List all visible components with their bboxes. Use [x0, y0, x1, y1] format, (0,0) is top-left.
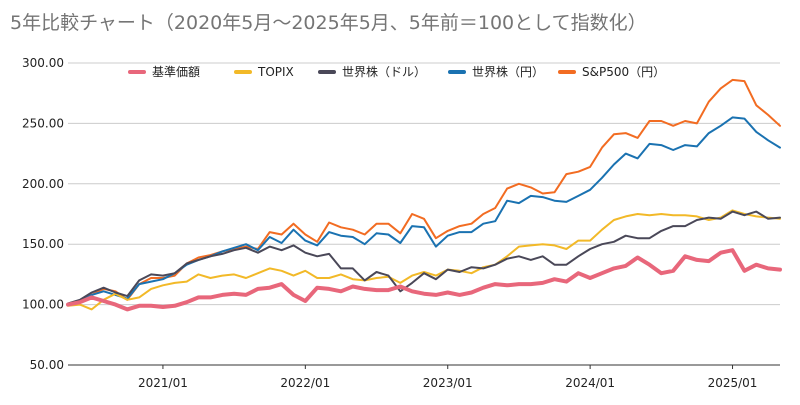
x-tick-label: 2024/01 [565, 376, 615, 390]
x-tick-label: 2025/01 [708, 376, 758, 390]
legend-item: 世界株（ドル） [318, 64, 426, 79]
legend-label: 基準価額 [152, 64, 200, 79]
legend: 基準価額 TOPIX 世界株（ドル） 世界株（円） S&P500（円） [128, 64, 665, 79]
y-tick-label: 250.00 [22, 116, 64, 130]
series-line-0 [66, 248, 782, 312]
series-line-2 [67, 210, 781, 305]
legend-item: 世界株（円） [448, 64, 544, 79]
chart-title: 5年比較チャート（2020年5月～2025年5月、5年前＝100として指数化） [10, 12, 647, 34]
legend-label: 世界株（円） [472, 64, 544, 79]
grid [68, 62, 780, 366]
legend-label: S&P500（円） [582, 65, 665, 79]
y-tick-label: 50.00 [30, 358, 64, 372]
y-axis-ticks: 50.00 100.00 150.00 200.00 250.00 300.00 [22, 56, 64, 372]
legend-item: S&P500（円） [558, 65, 665, 79]
legend-label: 世界株（ドル） [342, 64, 426, 79]
legend-label: TOPIX [257, 65, 294, 79]
legend-item: TOPIX [234, 65, 294, 79]
series-line-1 [67, 209, 781, 311]
x-axis-ticks: 2021/01 2022/01 2023/01 2024/01 2025/01 [138, 365, 757, 390]
x-tick-label: 2021/01 [138, 376, 188, 390]
y-tick-label: 150.00 [22, 237, 64, 251]
y-tick-label: 200.00 [22, 177, 64, 191]
legend-item: 基準価額 [128, 64, 200, 79]
y-tick-label: 300.00 [22, 56, 64, 70]
y-tick-label: 100.00 [22, 298, 64, 312]
series-lines [66, 78, 782, 312]
x-tick-label: 2022/01 [280, 376, 330, 390]
x-tick-label: 2023/01 [423, 376, 473, 390]
